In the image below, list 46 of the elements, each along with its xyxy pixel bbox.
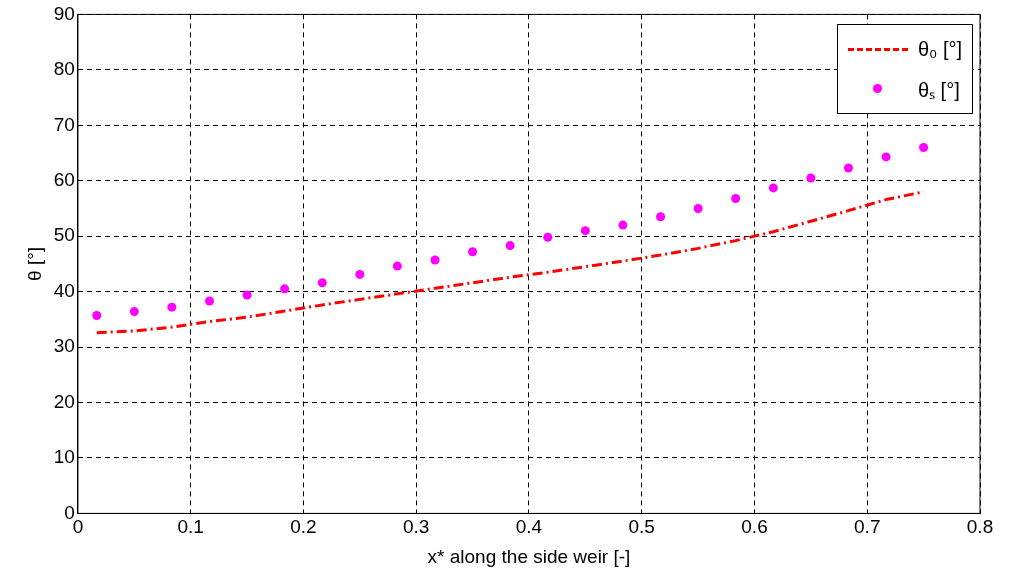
point <box>919 142 929 152</box>
point <box>430 255 440 265</box>
x-tick-label: 0.4 <box>515 516 543 538</box>
legend-label: θ₀ [°] <box>917 37 962 61</box>
y-tick-label: 40 <box>53 279 75 301</box>
y-tick-label: 20 <box>53 390 75 412</box>
point <box>693 203 703 213</box>
point <box>468 247 478 257</box>
x-axis-title: x* along the side weir [-] <box>427 545 631 567</box>
point <box>129 307 139 317</box>
y-tick-label: 50 <box>53 224 75 246</box>
point <box>167 302 177 312</box>
y-tick-label: 80 <box>53 58 75 80</box>
x-tick-label: 0.6 <box>741 516 768 538</box>
y-tick-label: 0 <box>64 501 75 523</box>
point <box>543 232 553 242</box>
legend-label: θₛ [°] <box>917 77 960 103</box>
point <box>205 296 215 306</box>
x-tick-label: 0.8 <box>966 516 994 538</box>
x-tick-label: 0.7 <box>854 516 881 538</box>
x-tick-label: 0.3 <box>403 516 430 538</box>
y-tick-label: 60 <box>53 168 75 190</box>
point <box>731 193 741 203</box>
point <box>355 269 365 279</box>
point <box>656 212 666 222</box>
y-axis-title: θ [°] <box>23 246 45 281</box>
point <box>392 261 402 271</box>
point <box>317 278 327 288</box>
line-series <box>95 190 926 335</box>
point <box>806 173 816 183</box>
point <box>92 310 102 320</box>
point <box>881 152 891 162</box>
x-tick-label: 0.5 <box>628 516 655 538</box>
point <box>580 226 590 236</box>
point <box>768 183 778 193</box>
x-tick-label: 0.1 <box>177 516 204 538</box>
point <box>505 241 515 251</box>
x-tick-label: 0.2 <box>290 516 317 538</box>
y-tick-label: 30 <box>53 335 75 357</box>
y-tick-label: 70 <box>53 113 75 135</box>
y-tick-label: 90 <box>53 2 75 24</box>
point <box>242 290 252 300</box>
y-tick-label: 10 <box>53 446 75 468</box>
point <box>618 220 628 230</box>
point <box>843 163 853 173</box>
point <box>280 284 290 294</box>
